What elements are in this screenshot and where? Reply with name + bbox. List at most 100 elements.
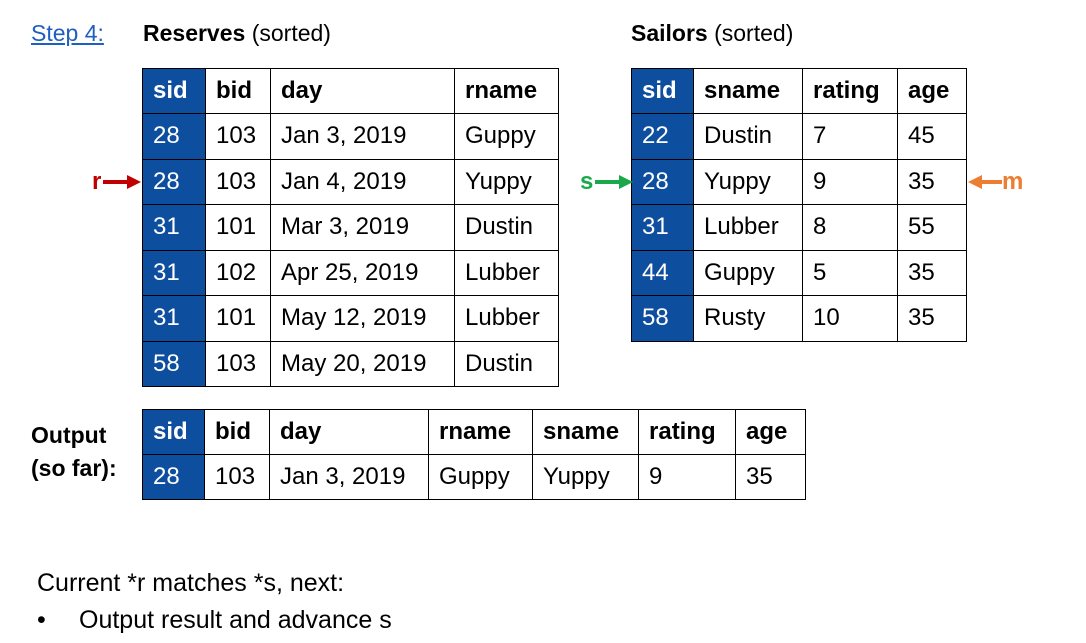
output-col-age: age bbox=[735, 409, 806, 455]
output-cell-bid: 103 bbox=[204, 454, 270, 500]
sailors-cell-age: 35 bbox=[897, 158, 967, 205]
output-cell-sid: 28 bbox=[142, 454, 205, 500]
footer-bullet-text: Output result and advance s bbox=[79, 606, 392, 634]
reserves-row: 58 103 May 20, 2019 Dustin bbox=[142, 340, 559, 387]
reserves-cell-sid: 31 bbox=[142, 204, 206, 251]
sailors-row: 44 Guppy 5 35 bbox=[631, 249, 967, 296]
sailors-cell-sname: Yuppy bbox=[693, 158, 803, 205]
reserves-row: 31 101 May 12, 2019 Lubber bbox=[142, 295, 559, 342]
sailors-cell-sid: 58 bbox=[631, 295, 694, 342]
reserves-cell-bid: 101 bbox=[205, 295, 271, 342]
sailors-cell-sid: 31 bbox=[631, 204, 694, 251]
output-label-line1: Output bbox=[31, 422, 107, 448]
sailors-col-sname: sname bbox=[693, 68, 803, 114]
left-arrow-icon bbox=[968, 175, 1002, 189]
sailors-cell-age: 45 bbox=[897, 113, 967, 160]
sailors-col-rating: rating bbox=[802, 68, 898, 114]
output-cell-day: Jan 3, 2019 bbox=[269, 454, 429, 500]
output-col-sid: sid bbox=[142, 409, 205, 455]
reserves-title-sub: (sorted) bbox=[251, 20, 331, 46]
reserves-cell-sid: 31 bbox=[142, 295, 206, 342]
footer-bullet-item: • Output result and advance s bbox=[37, 602, 392, 639]
reserves-header-row: sid bid day rname bbox=[142, 68, 559, 114]
output-header-row: sid bid day rname sname rating age bbox=[142, 409, 806, 455]
output-col-day: day bbox=[269, 409, 429, 455]
sailors-table: sid sname rating age 22 Dustin 7 45 28 Yuppy 9 35 31… bbox=[631, 68, 967, 342]
sailors-cell-sid: 22 bbox=[631, 113, 694, 160]
sailors-cell-age: 35 bbox=[897, 249, 967, 296]
reserves-col-sid: sid bbox=[142, 68, 206, 114]
reserves-title-name: Reserves bbox=[143, 20, 246, 46]
sailors-cell-rating: 5 bbox=[802, 249, 898, 296]
output-cell-sname: Yuppy bbox=[532, 454, 639, 500]
sailors-row: 31 Lubber 8 55 bbox=[631, 204, 967, 251]
reserves-col-day: day bbox=[270, 68, 455, 114]
footer: Current *r matches *s, next: • Output re… bbox=[37, 565, 392, 639]
reserves-cell-bid: 103 bbox=[205, 340, 271, 387]
r-pointer-arrow: r bbox=[92, 168, 142, 196]
reserves-cell-day: Jan 4, 2019 bbox=[270, 158, 455, 205]
reserves-cell-rname: Guppy bbox=[454, 113, 559, 160]
reserves-cell-bid: 102 bbox=[205, 249, 271, 296]
sailors-cell-sname: Rusty bbox=[693, 295, 803, 342]
sailors-cell-sname: Dustin bbox=[693, 113, 803, 160]
footer-line1: Current *r matches *s, next: bbox=[37, 569, 345, 597]
m-pointer-label: m bbox=[1002, 168, 1024, 195]
sailors-cell-rating: 8 bbox=[802, 204, 898, 251]
sailors-cell-sid: 28 bbox=[631, 158, 694, 205]
sailors-title-sub: (sorted) bbox=[714, 20, 794, 46]
reserves-row: 31 102 Apr 25, 2019 Lubber bbox=[142, 249, 559, 296]
reserves-col-bid: bid bbox=[205, 68, 271, 114]
r-pointer-label: r bbox=[92, 168, 102, 195]
m-pointer-arrow: m bbox=[968, 168, 1023, 196]
output-col-rname: rname bbox=[428, 409, 533, 455]
reserves-cell-day: Mar 3, 2019 bbox=[270, 204, 455, 251]
reserves-cell-bid: 103 bbox=[205, 113, 271, 160]
sailors-col-sid: sid bbox=[631, 68, 694, 114]
reserves-cell-rname: Dustin bbox=[454, 340, 559, 387]
reserves-cell-day: Apr 25, 2019 bbox=[270, 249, 455, 296]
sailors-cell-rating: 7 bbox=[802, 113, 898, 160]
right-arrow-icon bbox=[103, 175, 142, 189]
sailors-row: 58 Rusty 10 35 bbox=[631, 295, 967, 342]
reserves-cell-rname: Lubber bbox=[454, 249, 559, 296]
s-pointer-label: s bbox=[580, 168, 594, 195]
reserves-cell-sid: 28 bbox=[142, 113, 206, 160]
sailors-col-age: age bbox=[897, 68, 967, 114]
s-pointer-arrow: s bbox=[580, 168, 634, 196]
reserves-cell-rname: Dustin bbox=[454, 204, 559, 251]
reserves-cell-bid: 101 bbox=[205, 204, 271, 251]
bullet-icon: • bbox=[37, 606, 46, 634]
reserves-cell-rname: Lubber bbox=[454, 295, 559, 342]
sailors-row: 22 Dustin 7 45 bbox=[631, 113, 967, 160]
sailors-title: Sailors (sorted) bbox=[631, 20, 793, 47]
sailors-cell-sid: 44 bbox=[631, 249, 694, 296]
reserves-title: Reserves (sorted) bbox=[143, 20, 331, 47]
sailors-row: 28 Yuppy 9 35 bbox=[631, 158, 967, 205]
reserves-cell-sid: 31 bbox=[142, 249, 206, 296]
sailors-cell-sname: Guppy bbox=[693, 249, 803, 296]
output-col-bid: bid bbox=[204, 409, 270, 455]
sailors-title-name: Sailors bbox=[631, 20, 708, 46]
reserves-col-rname: rname bbox=[454, 68, 559, 114]
output-row: 28 103 Jan 3, 2019 Guppy Yuppy 9 35 bbox=[142, 454, 806, 500]
reserves-row: 28 103 Jan 3, 2019 Guppy bbox=[142, 113, 559, 160]
reserves-cell-sid: 58 bbox=[142, 340, 206, 387]
output-col-rating: rating bbox=[638, 409, 736, 455]
output-label: Output (so far): bbox=[31, 419, 117, 485]
step-label: Step 4: bbox=[31, 20, 104, 46]
reserves-table: sid bid day rname 28 103 Jan 3, 2019 Guppy 28 103… bbox=[142, 68, 559, 387]
output-label-line2: (so far): bbox=[31, 455, 117, 481]
output-cell-rating: 9 bbox=[638, 454, 736, 500]
output-cell-age: 35 bbox=[735, 454, 806, 500]
output-table: sid bid day rname sname rating age 28 103 Jan 3, … bbox=[142, 409, 806, 500]
output-col-sname: sname bbox=[532, 409, 639, 455]
reserves-cell-day: Jan 3, 2019 bbox=[270, 113, 455, 160]
reserves-row: 31 101 Mar 3, 2019 Dustin bbox=[142, 204, 559, 251]
reserves-row: 28 103 Jan 4, 2019 Yuppy bbox=[142, 158, 559, 205]
reserves-cell-day: May 20, 2019 bbox=[270, 340, 455, 387]
output-cell-rname: Guppy bbox=[428, 454, 533, 500]
right-arrow-icon bbox=[595, 175, 634, 189]
reserves-cell-bid: 103 bbox=[205, 158, 271, 205]
sailors-cell-rating: 9 bbox=[802, 158, 898, 205]
